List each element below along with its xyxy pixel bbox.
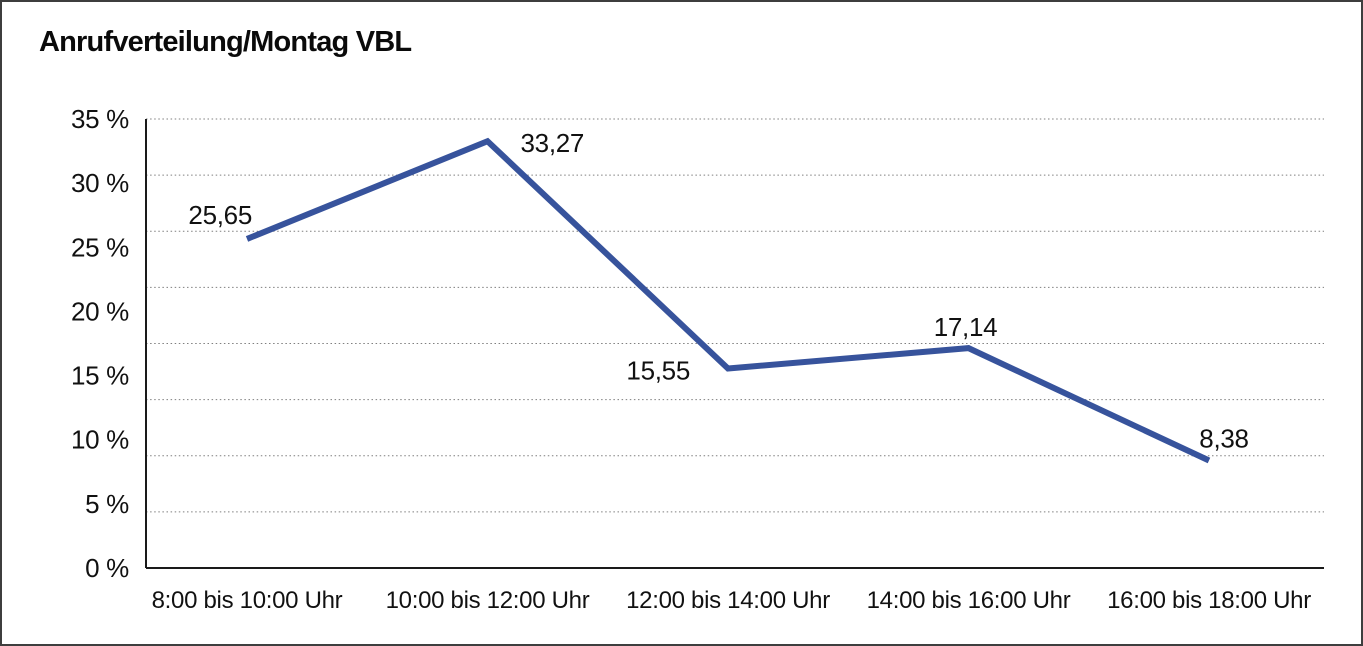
data-line [245, 137, 1211, 464]
y-axis-label: 35 % [71, 104, 129, 134]
x-axis-label: 10:00 bis 12:00 Uhr [386, 587, 590, 614]
data-label: 25,65 [188, 200, 252, 230]
x-axis-label: 8:00 bis 10:00 Uhr [152, 587, 343, 614]
chart-title: Anrufverteilung/Montag VBL [39, 26, 412, 58]
y-axis-label: 10 % [71, 425, 129, 455]
data-label: 15,55 [626, 356, 690, 386]
y-axis-label: 25 % [71, 232, 129, 262]
data-label: 8,38 [1199, 423, 1248, 453]
y-axis-label: 15 % [71, 361, 129, 391]
data-label: 17,14 [934, 312, 998, 342]
y-axis-label: 20 % [71, 296, 129, 326]
y-axis-label: 30 % [71, 168, 129, 198]
data-label: 33,27 [521, 128, 585, 158]
y-axis-label: 0 % [85, 553, 129, 583]
y-axis-label: 5 % [85, 489, 129, 519]
x-axis-label: 14:00 bis 16:00 Uhr [867, 587, 1071, 614]
x-axis-label: 12:00 bis 14:00 Uhr [626, 587, 830, 614]
x-axis-label: 16:00 bis 18:00 Uhr [1107, 587, 1311, 614]
